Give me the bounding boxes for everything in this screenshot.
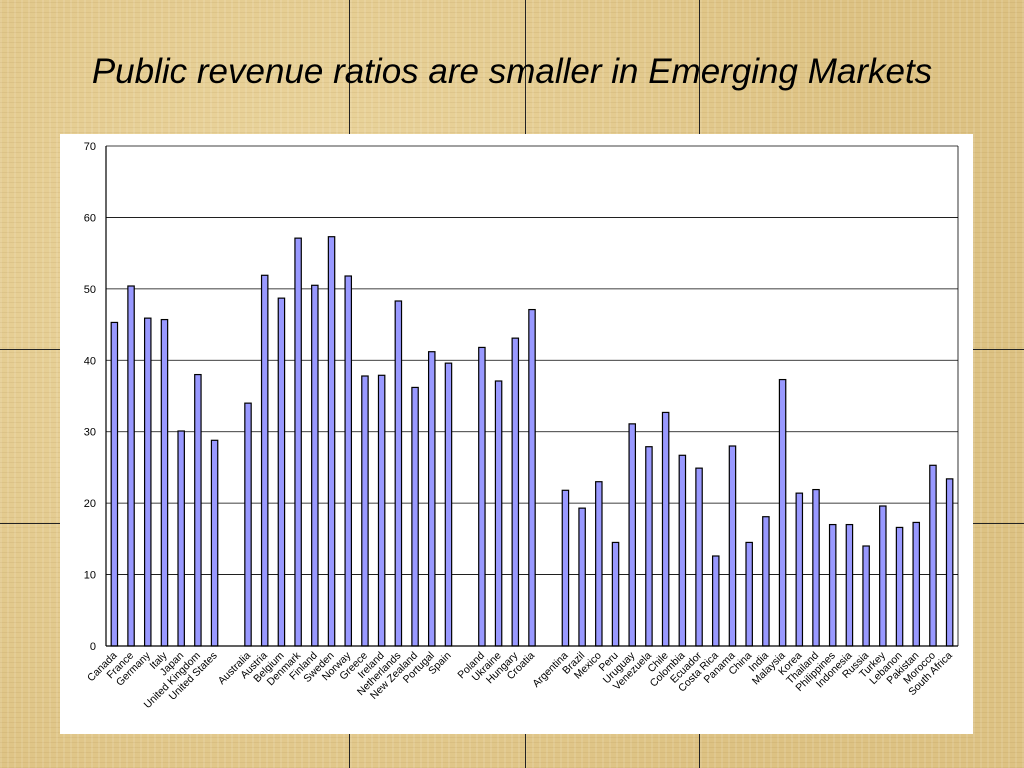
bar xyxy=(327,236,336,647)
bar-chart: 0 10 20 30 40 50 60 70 CanadaFranceGermanyItaly… xyxy=(84,141,959,711)
axes xyxy=(105,146,959,647)
bar xyxy=(194,373,202,647)
bar xyxy=(528,308,536,647)
bar xyxy=(862,545,870,647)
bar xyxy=(561,489,570,647)
bar xyxy=(845,523,854,647)
bar xyxy=(812,488,820,647)
bar xyxy=(411,386,419,647)
bar xyxy=(828,523,837,647)
bar xyxy=(762,516,770,647)
bar xyxy=(795,492,804,647)
bar xyxy=(711,555,720,647)
bar xyxy=(361,375,369,647)
bar xyxy=(511,337,520,647)
bar xyxy=(377,374,386,647)
bar xyxy=(611,541,620,647)
y-tick-label: 10 xyxy=(84,570,96,582)
y-tick-label: 50 xyxy=(84,284,96,296)
bar xyxy=(912,521,921,647)
bar xyxy=(661,411,670,647)
bar xyxy=(110,321,119,647)
bars xyxy=(110,236,954,647)
slide-title: Public revenue ratios are smaller in Eme… xyxy=(91,52,933,91)
bar xyxy=(344,275,353,647)
bar xyxy=(595,481,603,647)
chart-frame: 0 10 20 30 40 50 60 70 Canada France Germany Italy… xyxy=(60,134,973,734)
bar xyxy=(745,541,753,647)
bar xyxy=(244,402,252,647)
bar xyxy=(311,284,319,647)
bar xyxy=(929,464,937,647)
bar xyxy=(394,300,403,647)
y-tick-labels: 0 10 20 30 40 50 60 70 xyxy=(84,141,96,653)
bar xyxy=(645,446,653,647)
bar xyxy=(160,318,169,647)
bar xyxy=(945,478,954,647)
bar xyxy=(879,505,887,647)
bar xyxy=(277,297,286,647)
bar xyxy=(895,526,904,647)
bar xyxy=(628,423,637,647)
bar xyxy=(695,467,703,647)
bar xyxy=(778,378,787,647)
y-tick-label: 60 xyxy=(84,212,96,224)
bar xyxy=(294,237,302,647)
bar xyxy=(578,507,586,647)
bar xyxy=(427,351,436,647)
bar xyxy=(678,454,687,647)
bar xyxy=(210,439,219,647)
bar xyxy=(728,445,737,647)
bar xyxy=(444,362,453,647)
bar xyxy=(494,380,503,647)
y-tick-label: 70 xyxy=(84,141,96,153)
bar xyxy=(127,285,135,647)
y-tick-label: 40 xyxy=(84,355,96,367)
y-tick-label: 30 xyxy=(84,427,96,439)
bar xyxy=(143,317,152,647)
bar xyxy=(478,346,486,647)
bar xyxy=(177,430,185,647)
bar xyxy=(260,274,269,647)
y-tick-label: 0 xyxy=(90,641,96,653)
y-tick-label: 20 xyxy=(84,498,96,510)
